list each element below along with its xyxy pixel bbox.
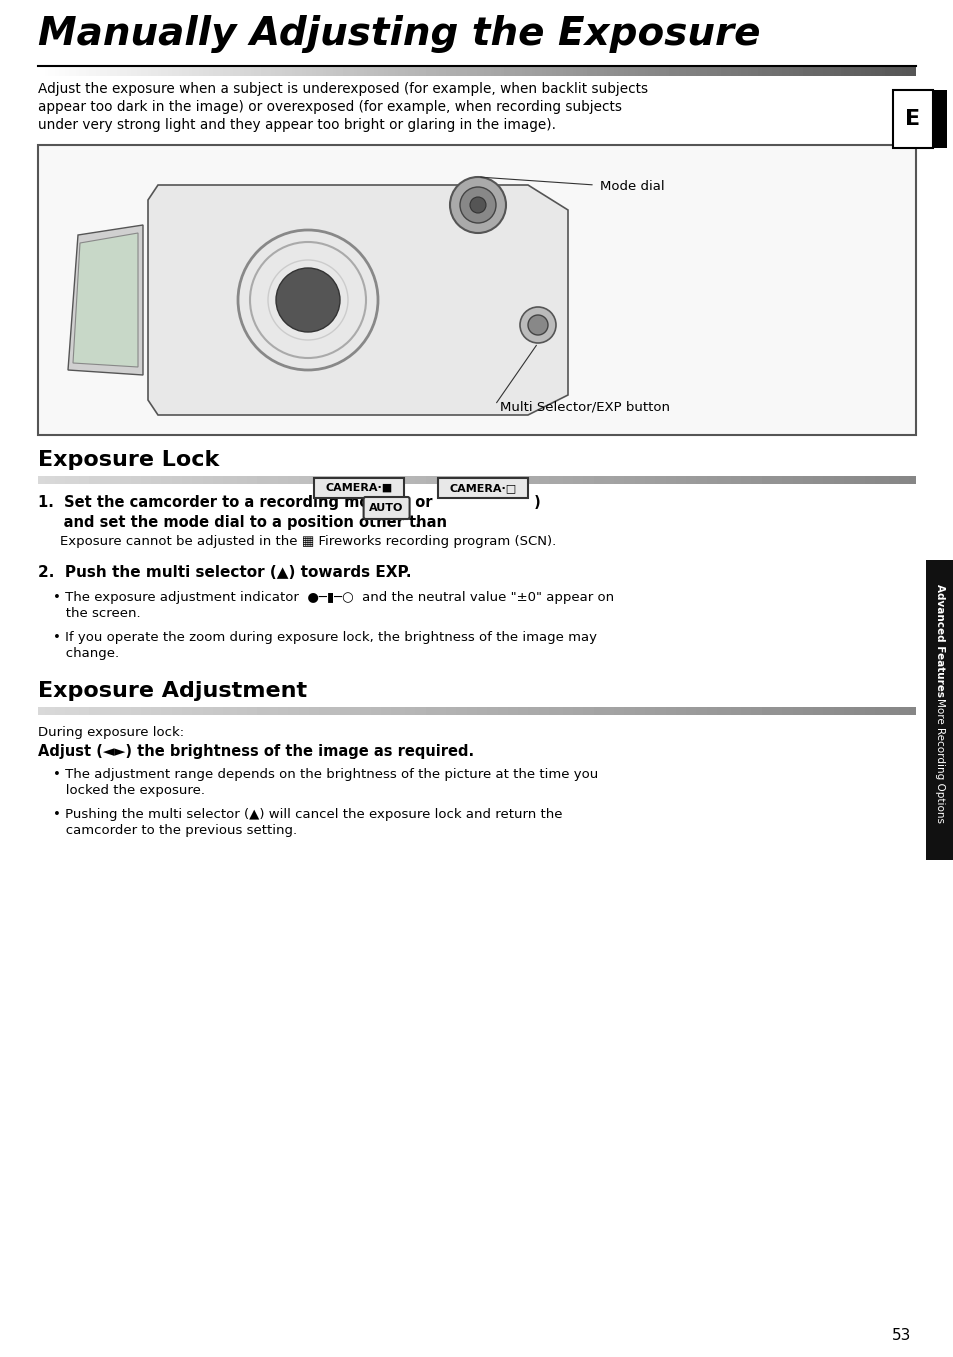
Text: Mode dial: Mode dial [599, 180, 664, 193]
Text: 1.  Set the camcorder to a recording mode (: 1. Set the camcorder to a recording mode… [38, 495, 406, 510]
Circle shape [275, 267, 339, 332]
Text: E: E [904, 109, 920, 129]
Text: CAMERA·□: CAMERA·□ [449, 483, 517, 493]
Text: • The exposure adjustment indicator  ●─▮─○  and the neutral value "±0" appear on: • The exposure adjustment indicator ●─▮─… [53, 592, 614, 604]
Bar [925, 560, 953, 860]
Text: or: or [405, 495, 442, 510]
Circle shape [519, 307, 556, 343]
Text: Exposure cannot be adjusted in the ▦ Fireworks recording program (SCN).: Exposure cannot be adjusted in the ▦ Fir… [60, 535, 556, 548]
Circle shape [450, 176, 505, 233]
Polygon shape [148, 185, 567, 415]
Text: appear too dark in the image) or overexposed (for example, when recording subjec: appear too dark in the image) or overexp… [38, 100, 621, 114]
Text: and set the mode dial to a position other than: and set the mode dial to a position othe… [38, 516, 452, 531]
Text: More Recording Options: More Recording Options [934, 697, 944, 822]
Text: • If you operate the zoom during exposure lock, the brightness of the image may: • If you operate the zoom during exposur… [53, 631, 597, 645]
Text: 53: 53 [891, 1329, 910, 1343]
Text: ): ) [529, 495, 540, 510]
FancyBboxPatch shape [437, 478, 528, 498]
Polygon shape [68, 225, 143, 375]
Bar [932, 90, 946, 148]
Text: 2.  Push the multi selector (▲) towards EXP.: 2. Push the multi selector (▲) towards E… [38, 565, 411, 579]
Text: Manually Adjusting the Exposure: Manually Adjusting the Exposure [38, 15, 760, 53]
Circle shape [470, 197, 485, 213]
Text: Exposure Adjustment: Exposure Adjustment [38, 681, 307, 702]
FancyBboxPatch shape [314, 478, 404, 498]
Text: • Pushing the multi selector (▲) will cancel the exposure lock and return the: • Pushing the multi selector (▲) will ca… [53, 807, 562, 821]
Text: camcorder to the previous setting.: camcorder to the previous setting. [53, 824, 296, 837]
Text: Advanced Features: Advanced Features [934, 584, 944, 696]
Text: During exposure lock:: During exposure lock: [38, 726, 184, 740]
Text: the screen.: the screen. [53, 607, 140, 620]
Text: AUTO: AUTO [369, 503, 403, 513]
Text: under very strong light and they appear too bright or glaring in the image).: under very strong light and they appear … [38, 118, 556, 132]
Bar [38, 145, 915, 436]
Text: Multi Selector/EXP button: Multi Selector/EXP button [499, 400, 669, 413]
Circle shape [527, 315, 547, 335]
Text: locked the exposure.: locked the exposure. [53, 784, 205, 797]
Circle shape [459, 187, 496, 223]
Text: • The adjustment range depends on the brightness of the picture at the time you: • The adjustment range depends on the br… [53, 768, 598, 782]
Text: Exposure Lock: Exposure Lock [38, 451, 219, 470]
Polygon shape [73, 233, 138, 366]
FancyBboxPatch shape [363, 497, 409, 518]
Text: Adjust the exposure when a subject is underexposed (for example, when backlit su: Adjust the exposure when a subject is un… [38, 81, 647, 96]
Text: change.: change. [53, 647, 119, 660]
Text: CAMERA·■: CAMERA·■ [325, 483, 393, 493]
Bar [892, 90, 932, 148]
Text: .: . [409, 516, 420, 531]
Text: Adjust (◄►) the brightness of the image as required.: Adjust (◄►) the brightness of the image … [38, 744, 474, 759]
